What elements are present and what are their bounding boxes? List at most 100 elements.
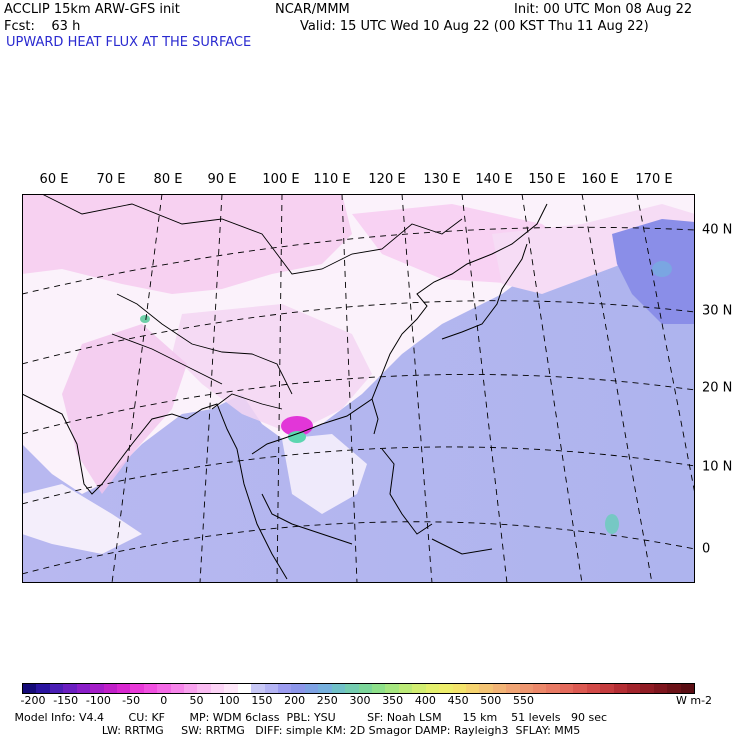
- colorbar-swatch: [143, 684, 158, 693]
- colorbar: [22, 683, 695, 694]
- colorbar-swatch: [278, 684, 292, 693]
- map-frame: [22, 194, 695, 583]
- longitude-label: 160 E: [581, 172, 619, 187]
- colorbar-swatch: [49, 684, 64, 693]
- colorbar-swatch: [224, 684, 238, 693]
- hotspot-pacific-1: [605, 514, 619, 534]
- colorbar-swatch: [425, 684, 440, 693]
- colorbar-swatch: [76, 684, 91, 693]
- latitude-label: 20 N: [702, 380, 733, 396]
- colorbar-tick-label: 200: [284, 694, 306, 707]
- init-time: Init: 00 UTC Mon 08 Aug 22: [514, 2, 693, 17]
- colorbar-swatch: [184, 684, 198, 693]
- colorbar-swatch: [626, 684, 641, 693]
- colorbar-swatch: [412, 684, 426, 693]
- pink-china: [172, 304, 372, 434]
- colorbar-swatch: [398, 684, 413, 693]
- colorbar-tick-label: 400: [414, 694, 436, 707]
- longitude-label: 110 E: [313, 172, 351, 187]
- colorbar-swatch: [506, 684, 520, 693]
- colorbar-swatch: [559, 684, 574, 693]
- colorbar-swatch: [533, 684, 547, 693]
- colorbar-swatch: [36, 684, 50, 693]
- latitude-label: 40 N: [702, 222, 733, 238]
- model-name: ACCLIP 15km ARW-GFS init: [4, 2, 180, 17]
- longitude-label: 60 E: [39, 172, 69, 187]
- colorbar-tick-label: 50: [189, 694, 204, 707]
- latitude-label: 0: [702, 541, 711, 557]
- longitude-label: 70 E: [96, 172, 126, 187]
- colorbar-tick-label: 250: [316, 694, 338, 707]
- model-info-line1: Model Info: V4.4 CU: KF MP: WDM 6class P…: [4, 711, 608, 724]
- lat-grid: [22, 226, 695, 575]
- colorbar-tick-label: 150: [251, 694, 273, 707]
- longitude-label: 120 E: [368, 172, 406, 187]
- pink-india: [62, 324, 187, 494]
- colorbar-swatch: [613, 684, 627, 693]
- colorbar-swatch: [667, 684, 681, 693]
- colorbar-swatch: [371, 684, 386, 693]
- colorbar-swatch: [600, 684, 614, 693]
- colorbar-swatch: [546, 684, 560, 693]
- valid-time: Valid: 15 UTC Wed 10 Aug 22 (00 KST Thu …: [300, 19, 649, 34]
- colorbar-swatch: [358, 684, 372, 693]
- organization: NCAR/MMM: [275, 2, 350, 17]
- colorbar-unit: W m-2: [676, 694, 713, 707]
- colorbar-swatch: [452, 684, 466, 693]
- colorbar-swatch: [170, 684, 185, 693]
- lon-grid: [111, 194, 695, 583]
- colorbar-tick-label: 350: [382, 694, 404, 707]
- colorbar-tick-label: 550: [513, 694, 534, 707]
- colorbar-swatch: [318, 684, 332, 693]
- colorbar-swatch: [304, 684, 319, 693]
- heat-flux-map: [22, 194, 695, 583]
- colorbar-tick-label: 0: [160, 694, 168, 707]
- colorbar-swatch: [385, 684, 399, 693]
- longitude-label: 130 E: [423, 172, 461, 187]
- colorbar-swatch: [197, 684, 211, 693]
- colorbar-swatch: [465, 684, 480, 693]
- forecast-hour: Fcst: 63 h: [4, 19, 81, 34]
- indian-ocean-white: [22, 484, 142, 554]
- colorbar-tick-label: 100: [218, 694, 240, 707]
- longitude-label: 80 E: [153, 172, 183, 187]
- colorbar-swatch: [653, 684, 668, 693]
- colorbar-swatch: [103, 684, 117, 693]
- colorbar-swatch: [291, 684, 305, 693]
- field-title: UPWARD HEAT FLUX AT THE SURFACE: [6, 35, 252, 50]
- colorbar-swatch: [573, 684, 587, 693]
- colorbar-swatch: [519, 684, 534, 693]
- colorbar-swatch: [680, 684, 695, 693]
- colorbar-swatch: [130, 684, 144, 693]
- longitude-label: 140 E: [475, 172, 513, 187]
- hotspot-green-tibet: [140, 315, 150, 323]
- colorbar-tick-label: -100: [85, 694, 111, 707]
- longitude-label: 150 E: [528, 172, 566, 187]
- colorbar-swatch: [264, 684, 279, 693]
- colorbar-swatch: [479, 684, 493, 693]
- colorbar-tick-label: 500: [480, 694, 502, 707]
- pink-north: [22, 194, 352, 294]
- borders: [41, 194, 463, 410]
- latitude-label: 10 N: [702, 459, 733, 475]
- colorbar-tick-label: -50: [122, 694, 141, 707]
- scs-white: [282, 434, 367, 514]
- colorbar-swatch: [345, 684, 359, 693]
- colorbar-swatch: [237, 684, 252, 693]
- colorbar-swatch: [90, 684, 104, 693]
- colorbar-tick-label: 450: [447, 694, 469, 707]
- colorbar-swatch: [251, 684, 265, 693]
- colorbar-swatch: [210, 684, 225, 693]
- hotspot-pacific-2: [652, 261, 672, 277]
- colorbar-swatch: [331, 684, 346, 693]
- colorbar-swatch: [116, 684, 131, 693]
- colorbar-swatch: [157, 684, 171, 693]
- colorbar-swatch: [492, 684, 507, 693]
- colorbar-tick-label: 300: [349, 694, 371, 707]
- colorbar-swatch: [23, 684, 37, 693]
- coastline: [22, 203, 548, 580]
- colorbar-swatch: [586, 684, 601, 693]
- colorbar-tick-label: -150: [53, 694, 79, 707]
- longitude-label: 100 E: [262, 172, 300, 187]
- colorbar-swatch: [439, 684, 453, 693]
